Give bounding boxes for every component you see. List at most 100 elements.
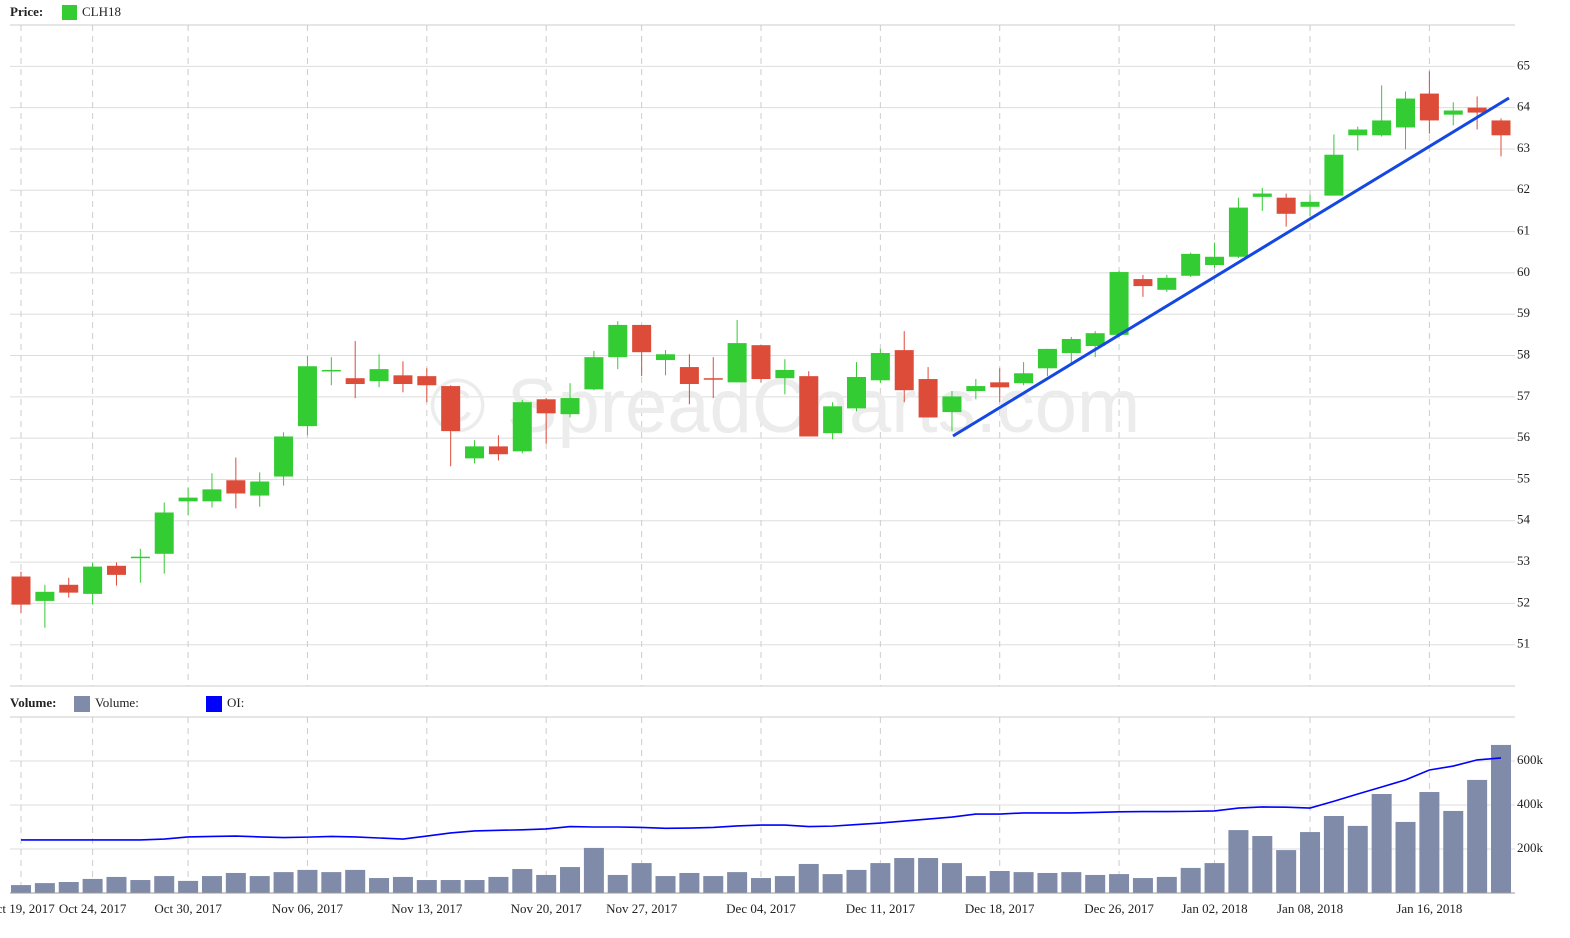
candle-body xyxy=(417,376,437,386)
volume-bar xyxy=(464,880,485,893)
volume-bar xyxy=(1276,850,1297,893)
candle-body xyxy=(226,480,246,494)
candle-body xyxy=(1037,348,1057,369)
y-tick-label: 200k xyxy=(1517,840,1544,855)
volume-bar xyxy=(416,880,437,893)
y-tick-label: 58 xyxy=(1517,346,1530,361)
volume-bar xyxy=(607,874,628,893)
volume-bar xyxy=(201,876,222,893)
candle-body xyxy=(1372,120,1392,136)
candle-body xyxy=(274,436,294,477)
candle-body xyxy=(632,324,652,353)
candle-body xyxy=(1181,253,1201,276)
volume-bar xyxy=(727,872,748,893)
volume-bar xyxy=(560,867,581,893)
trend-line xyxy=(952,96,1510,438)
oi-line xyxy=(21,757,1502,841)
candle-body xyxy=(942,396,962,413)
candle-body xyxy=(345,378,365,385)
plot-layer: 51 52 53 54 55 56 57 58 59 60 61 62 63 64 65 200k 400k 60… xyxy=(0,57,1544,916)
volume-bar xyxy=(1180,867,1201,893)
volume-bar xyxy=(1443,810,1464,893)
legend-label: CLH18 xyxy=(82,4,121,19)
volume-bar xyxy=(58,882,79,893)
volume-bar xyxy=(82,878,103,893)
candle-body xyxy=(1109,272,1129,335)
x-tick-label: Dec 11, 2017 xyxy=(846,901,916,916)
volume-bar xyxy=(1252,836,1273,893)
volume-bar xyxy=(703,876,724,893)
x-tick-label: Nov 13, 2017 xyxy=(391,901,463,916)
volume-bar xyxy=(225,872,246,893)
volume-bar xyxy=(178,880,199,893)
candle-body xyxy=(703,378,723,380)
candle-body xyxy=(154,512,174,554)
candle-body xyxy=(465,446,485,459)
candle-body xyxy=(1419,93,1439,121)
y-tick-label: 55 xyxy=(1517,470,1530,485)
legend-swatch xyxy=(74,696,90,712)
volume-bar xyxy=(1347,825,1368,893)
candle-body xyxy=(1467,107,1487,113)
candle-body xyxy=(1133,279,1153,287)
candle-body xyxy=(393,375,413,385)
volume-bar xyxy=(440,880,461,893)
panel-label: Volume: xyxy=(10,695,56,710)
x-tick-label: Jan 16, 2018 xyxy=(1396,901,1462,916)
background-layer xyxy=(10,25,1515,893)
candle-body xyxy=(1396,98,1416,128)
candle-body xyxy=(966,386,986,392)
volume-bar xyxy=(249,876,270,893)
legend-swatch xyxy=(206,696,222,712)
candle-body xyxy=(1348,129,1368,136)
candle-body xyxy=(512,402,532,452)
legend-label: Volume: xyxy=(95,695,139,710)
candle-body xyxy=(297,366,317,427)
volume-bar xyxy=(1300,832,1321,893)
volume-bar xyxy=(751,878,771,893)
candle-body xyxy=(1491,120,1511,136)
volume-bar xyxy=(870,863,891,893)
candle-body xyxy=(1205,256,1225,266)
x-tick-label: Jan 08, 2018 xyxy=(1277,901,1343,916)
candle-body xyxy=(990,382,1010,388)
candle-body xyxy=(1228,207,1248,257)
volume-bar xyxy=(154,876,175,893)
candle-body xyxy=(1300,201,1320,207)
volume-bar xyxy=(965,876,986,893)
volume-bar xyxy=(1228,830,1249,893)
volume-bar xyxy=(536,874,557,893)
y-tick-label: 400k xyxy=(1517,796,1544,811)
candle-body xyxy=(202,489,222,502)
volume-bar xyxy=(1085,874,1106,893)
volume-bar xyxy=(918,858,939,893)
volume-bar xyxy=(798,863,819,893)
candle-body xyxy=(727,343,747,383)
volume-bar xyxy=(822,874,843,893)
volume-bar xyxy=(130,880,151,893)
y-tick-label: 54 xyxy=(1517,512,1531,527)
candle-body xyxy=(11,576,31,605)
volume-bar xyxy=(655,876,676,893)
candle-body xyxy=(106,565,126,575)
y-tick-label: 600k xyxy=(1517,752,1544,767)
candle-body xyxy=(846,376,866,409)
candle-body xyxy=(250,481,270,496)
panel-label: Price: xyxy=(10,4,43,19)
volume-bar xyxy=(1132,878,1153,893)
y-tick-label: 51 xyxy=(1517,636,1530,651)
volume-bar xyxy=(631,863,652,893)
volume-bar xyxy=(512,869,533,893)
volume-bar xyxy=(11,885,31,893)
candle-body xyxy=(1276,197,1296,214)
volume-bar xyxy=(1323,816,1344,893)
candle-body xyxy=(894,350,914,391)
candle-body xyxy=(751,345,771,380)
candle-body xyxy=(1085,333,1105,346)
x-tick-label: Oct 24, 2017 xyxy=(59,901,127,916)
y-tick-label: 63 xyxy=(1517,140,1530,155)
volume-bar xyxy=(1156,876,1177,893)
volume-bar xyxy=(846,869,867,893)
candle-body xyxy=(1443,110,1463,115)
